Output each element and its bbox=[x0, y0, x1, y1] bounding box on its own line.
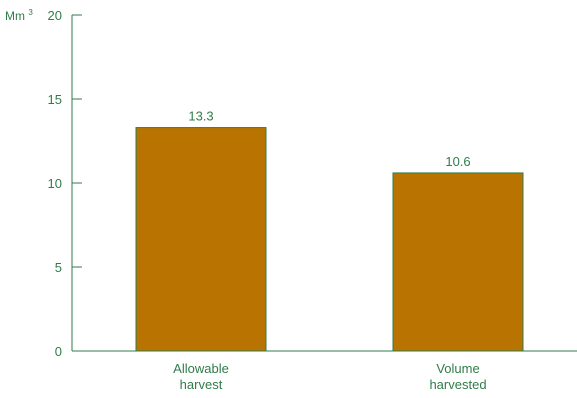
x-category-label-line: Allowable bbox=[173, 361, 229, 376]
y-tick-label: 10 bbox=[48, 176, 62, 191]
y-tick-label: 0 bbox=[55, 344, 62, 359]
x-category-label: Volume harvested bbox=[429, 361, 486, 392]
x-category-label-line: Volume bbox=[436, 361, 479, 376]
y-tick-label: 20 bbox=[48, 8, 62, 23]
y-axis-unit-label: Mm 3 bbox=[5, 8, 33, 23]
x-category-label-line: harvest bbox=[180, 377, 223, 392]
y-tick-label: 5 bbox=[55, 260, 62, 275]
bars: 13.3 10.6 bbox=[135, 109, 524, 352]
bar-value-label: 10.6 bbox=[445, 154, 470, 169]
x-axis: Allowable harvest Volume harvested bbox=[72, 350, 577, 392]
bar bbox=[392, 172, 524, 352]
x-category-label-line: harvested bbox=[429, 377, 486, 392]
bar-value-label: 13.3 bbox=[188, 109, 213, 124]
x-category-label: Allowable harvest bbox=[173, 361, 229, 392]
y-axis-unit-superscript: 3 bbox=[28, 8, 33, 17]
y-axis-unit-text: Mm bbox=[5, 9, 25, 23]
bar bbox=[135, 127, 267, 352]
y-axis: 0 5 10 15 20 bbox=[48, 8, 82, 359]
y-tick-label: 15 bbox=[48, 92, 62, 107]
